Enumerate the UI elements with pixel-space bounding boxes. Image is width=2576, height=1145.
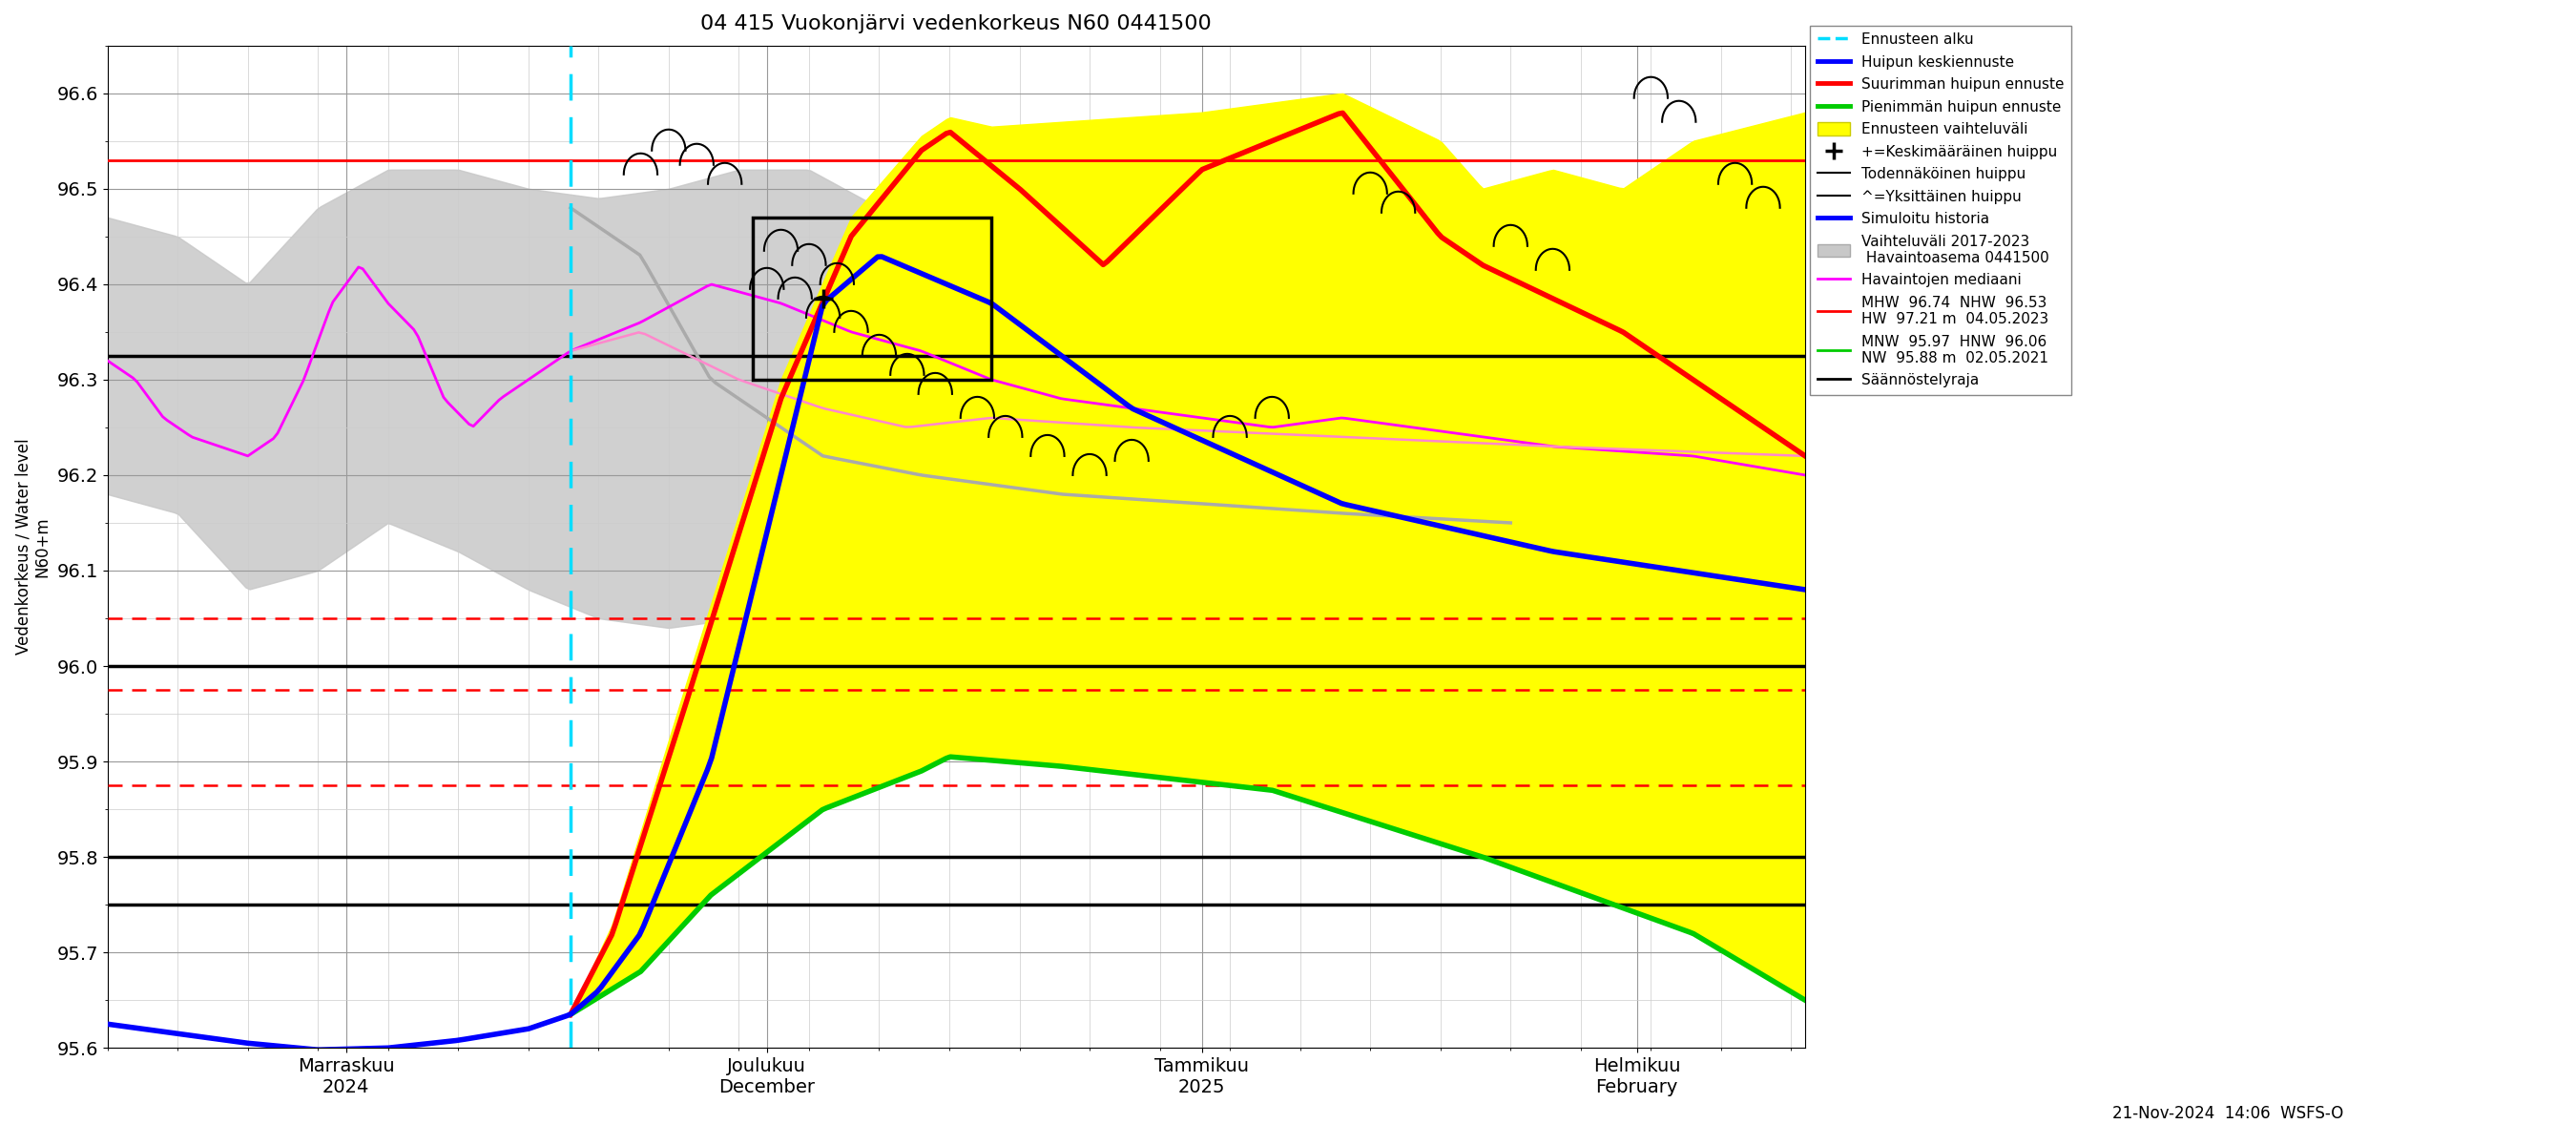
Legend: Ennusteen alku, Huipun keskiennuste, Suurimman huipun ennuste, Pienimmän huipun : Ennusteen alku, Huipun keskiennuste, Suu… — [1811, 25, 2071, 395]
Bar — [752, 218, 992, 380]
Y-axis label: Vedenkorkeus / Water level
N60+m: Vedenkorkeus / Water level N60+m — [15, 439, 52, 655]
Text: 21-Nov-2024  14:06  WSFS-O: 21-Nov-2024 14:06 WSFS-O — [2112, 1105, 2344, 1122]
Title: 04 415 Vuokonjärvi vedenkorkeus N60 0441500: 04 415 Vuokonjärvi vedenkorkeus N60 0441… — [701, 14, 1211, 33]
